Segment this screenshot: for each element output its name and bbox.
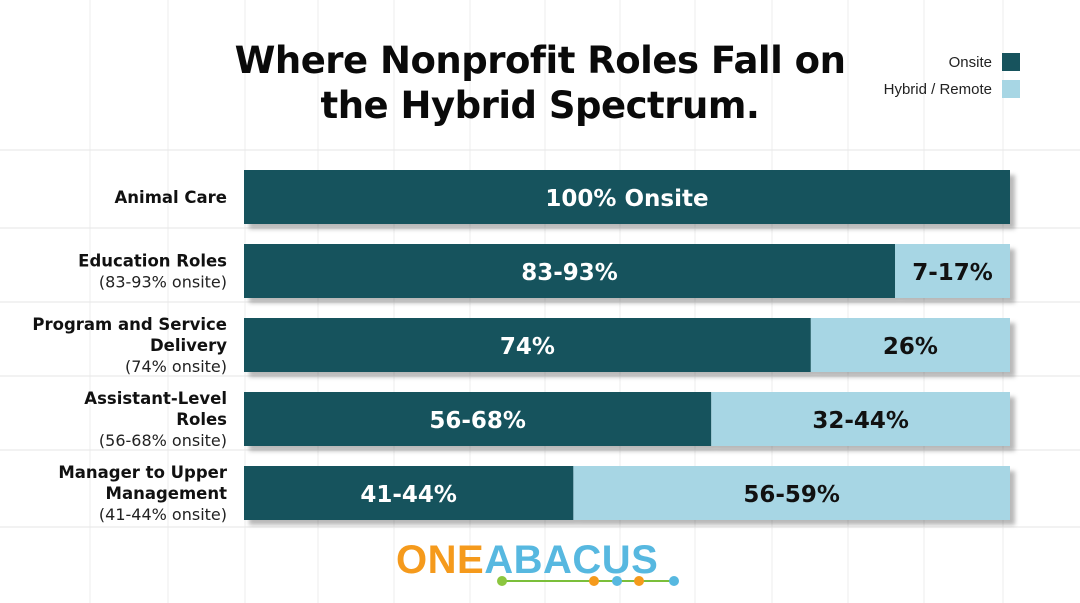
data-label-hybrid-remote-manager-to-upper-management: 56-59%: [743, 482, 840, 508]
data-label-hybrid-remote-program-and-service-delivery: 26%: [883, 334, 938, 360]
category-label-manager-to-upper-management: Manager to Upper Management (41-44% onsite…: [58, 463, 227, 524]
data-label-onsite-education-roles: 83-93%: [521, 260, 618, 286]
bar-onsite-education-roles: [244, 244, 896, 298]
data-label-onsite-manager-to-upper-management: 41-44%: [360, 482, 457, 508]
one-abacus-logo: ONEABACUS: [396, 540, 688, 592]
data-label-onsite-assistant-level-roles: 56-68%: [429, 408, 526, 434]
bar-hybrid-remote-manager-to-upper-management: [573, 466, 1010, 520]
data-label-hybrid-remote-assistant-level-roles: 32-44%: [812, 408, 909, 434]
data-label-onsite-program-and-service-delivery: 74%: [500, 334, 555, 360]
legend-label-onsite: Onsite: [948, 53, 992, 71]
bar-row-education-roles: [244, 244, 1010, 298]
category-label-program-and-service-delivery: Program and Service Delivery (74% onsite): [32, 315, 227, 376]
bar-onsite-animal-care: [244, 170, 1010, 224]
category-label-assistant-level-roles: Assistant-Level Roles (56-68% onsite): [84, 389, 227, 450]
legend-label-hybrid: Hybrid / Remote: [883, 80, 992, 98]
bar-row-assistant-level-roles: [244, 392, 1010, 446]
bar-row-animal-care: [244, 170, 1010, 224]
bar-hybrid-remote-education-roles: [895, 244, 1010, 298]
category-label-education-roles: Education Roles (83-93% onsite): [78, 252, 227, 292]
bar-hybrid-remote-program-and-service-delivery: [810, 318, 1010, 372]
legend: Onsite Hybrid / Remote: [770, 52, 1020, 106]
data-label-onsite-animal-care: 100% Onsite: [545, 186, 708, 212]
bar-onsite-manager-to-upper-management: [244, 466, 574, 520]
logo-text-abacus: ABACUS: [484, 538, 659, 582]
bar-hybrid-remote-assistant-level-roles: [711, 392, 1010, 446]
logo-wordmark: ONEABACUS: [396, 540, 658, 580]
legend-swatch-hybrid: [1002, 80, 1020, 98]
logo-text-one: ONE: [396, 538, 485, 582]
bar-onsite-program-and-service-delivery: [244, 318, 811, 372]
abacus-beads-icon: [497, 576, 679, 586]
legend-swatch-onsite: [1002, 53, 1020, 71]
category-label-animal-care: Animal Care: [115, 188, 227, 207]
bar-row-manager-to-upper-management: [244, 466, 1010, 520]
legend-item-hybrid: Hybrid / Remote: [770, 79, 1020, 99]
chart-title: Where Nonprofit Roles Fall on the Hybrid…: [234, 39, 846, 127]
bar-row-program-and-service-delivery: [244, 318, 1010, 372]
data-label-hybrid-remote-education-roles: 7-17%: [912, 260, 993, 286]
legend-item-onsite: Onsite: [770, 52, 1020, 72]
bar-onsite-assistant-level-roles: [244, 392, 712, 446]
